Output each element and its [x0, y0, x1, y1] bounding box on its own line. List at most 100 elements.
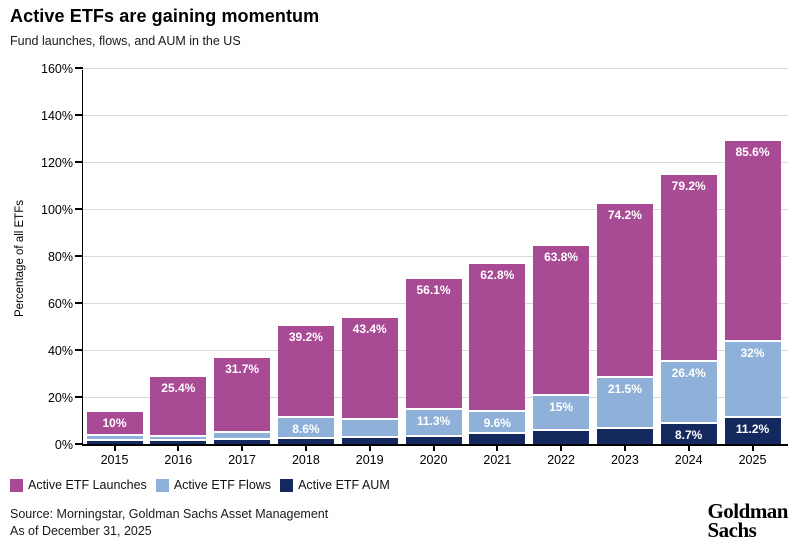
bar-label-active-etf-aum-2025: 11.2%	[735, 421, 770, 436]
bar-segment-active-etf-aum-2018	[277, 438, 334, 444]
y-tick-label-40: 40%	[47, 344, 73, 358]
x-axis-label-2020: 2020	[419, 453, 448, 467]
bar-label-active-etf-launches-2022: 63.8%	[544, 249, 579, 264]
legend: Active ETF Launches Active ETF Flows Activ…	[10, 478, 390, 492]
bar-segment-active-etf-launches-2018: 39.2%	[277, 326, 334, 419]
source-note: Source: Morningstar, Goldman Sachs Asset…	[10, 506, 328, 540]
y-tick-60	[75, 302, 83, 304]
bar-segment-active-etf-launches-2019: 43.4%	[341, 317, 398, 420]
bar-group-2019: 43.4%	[341, 317, 398, 444]
y-tick-160	[75, 67, 83, 69]
gridline-160	[83, 67, 788, 69]
x-axis-label-2022: 2022	[547, 453, 575, 467]
bar-label-active-etf-flows-2024: 26.4%	[671, 365, 706, 380]
bar-segment-active-etf-aum-2024: 8.7%	[660, 423, 717, 444]
x-tick-2021	[496, 446, 499, 451]
x-axis-label-2025: 2025	[738, 453, 767, 467]
x-axis-label-2015: 2015	[100, 453, 129, 467]
legend-label-active-etf-launches: Active ETF Launches	[28, 478, 147, 492]
x-axis-label-2021: 2021	[483, 453, 512, 467]
bar-segment-active-etf-aum-2025: 11.2%	[724, 417, 781, 444]
x-axis-label-2018: 2018	[291, 453, 320, 467]
x-axis-label-2017: 2017	[228, 453, 256, 467]
legend-swatch-active-etf-launches	[10, 478, 23, 492]
bar-label-active-etf-flows-2023: 21.5%	[607, 382, 642, 397]
bar-label-active-etf-flows-2025: 32%	[740, 346, 765, 361]
bar-group-2020: 56.1% 11.3%	[405, 278, 462, 444]
bar-segment-active-etf-flows-2024: 26.4%	[660, 361, 717, 424]
bar-label-active-etf-launches-2021: 62.8%	[480, 268, 515, 282]
bar-label-active-etf-launches-2017: 31.7%	[225, 362, 260, 377]
bar-label-active-etf-launches-2019: 43.4%	[352, 321, 387, 336]
y-tick-120	[75, 161, 83, 163]
bar-segment-active-etf-flows-2015	[86, 435, 143, 442]
bar-segment-active-etf-flows-2023: 21.5%	[596, 378, 653, 429]
bar-segment-active-etf-flows-2020: 11.3%	[405, 410, 462, 437]
bar-segment-active-etf-flows-2022: 15%	[533, 395, 590, 432]
bar-group-2021: 62.8% 9.6%	[469, 264, 526, 444]
legend-swatch-active-etf-flows	[155, 478, 169, 492]
logo-line-1: Goldman	[707, 499, 788, 523]
y-tick-label-80: 80%	[47, 250, 73, 264]
bar-segment-active-etf-flows-2018: 8.6%	[277, 418, 334, 439]
y-tick-label-140: 140%	[41, 109, 73, 123]
bar-segment-active-etf-launches-2025: 85.6%	[724, 141, 781, 343]
bar-label-active-etf-launches-2023: 74.2%	[607, 207, 642, 222]
bar-group-2025: 85.6% 32% 11.2%	[724, 141, 781, 444]
bar-segment-active-etf-launches-2023: 74.2%	[596, 203, 653, 379]
x-axis-label-2016: 2016	[164, 453, 193, 467]
gridline-140	[83, 114, 788, 116]
bar-segment-active-etf-launches-2020: 56.1%	[405, 278, 462, 411]
y-tick-label-120: 120%	[41, 156, 73, 170]
bar-segment-active-etf-launches-2022: 63.8%	[533, 245, 590, 396]
bar-label-active-etf-launches-2015: 10%	[102, 416, 127, 431]
bar-label-active-etf-launches-2025: 85.6%	[735, 145, 770, 160]
gridline-80	[83, 255, 788, 257]
bar-segment-active-etf-aum-2019	[341, 438, 398, 444]
legend-item-active-etf-launches: Active ETF Launches	[10, 478, 147, 492]
bar-group-2023: 74.2% 21.5%	[596, 203, 653, 444]
bar-label-active-etf-flows-2022: 15%	[549, 399, 574, 414]
x-axis-label-2024: 2024	[674, 453, 703, 467]
x-tick-2023	[623, 446, 626, 451]
bar-group-2018: 39.2% 8.6%	[277, 326, 334, 444]
y-tick-label-160: 160%	[41, 62, 73, 76]
bar-segment-active-etf-flows-2016	[150, 436, 207, 442]
chart-subtitle: Fund launches, flows, and AUM in the US	[10, 34, 241, 48]
bar-segment-active-etf-flows-2019	[341, 419, 398, 439]
bar-segment-active-etf-flows-2017	[214, 432, 271, 441]
x-tick-2016	[177, 446, 180, 451]
source-line-2: As of December 31, 2025	[10, 524, 152, 538]
x-axis-label-2019: 2019	[355, 453, 384, 467]
x-tick-2015	[113, 446, 116, 451]
bar-group-2016: 25.4%	[150, 377, 207, 444]
bar-segment-active-etf-aum-2016	[150, 441, 207, 444]
x-tick-2025	[751, 446, 754, 451]
bar-group-2015: 10%	[86, 412, 143, 444]
bar-label-active-etf-launches-2016: 25.4%	[161, 381, 196, 396]
y-tick-label-60: 60%	[47, 297, 73, 311]
x-axis-label-2023: 2023	[610, 453, 639, 467]
bar-segment-active-etf-aum-2021	[469, 434, 526, 444]
bar-label-active-etf-launches-2020: 56.1%	[416, 282, 451, 297]
bar-label-active-etf-launches-2024: 79.2%	[671, 179, 706, 194]
bar-segment-active-etf-launches-2015: 10%	[86, 412, 143, 436]
bar-segment-active-etf-aum-2017	[214, 440, 271, 444]
x-tick-2018	[304, 446, 307, 451]
chart-title: Active ETFs are gaining momentum	[10, 6, 320, 26]
bar-label-active-etf-launches-2018: 39.2%	[288, 330, 323, 345]
y-tick-20	[75, 396, 83, 398]
legend-label-active-etf-aum: Active ETF AUM	[298, 478, 390, 492]
x-tick-2020	[432, 446, 435, 451]
bar-segment-active-etf-aum-2023	[596, 428, 653, 444]
bar-segment-active-etf-flows-2021: 9.6%	[469, 411, 526, 435]
legend-item-active-etf-aum: Active ETF AUM	[280, 478, 390, 492]
bar-group-2017: 31.7%	[214, 358, 271, 444]
bar-label-active-etf-flows-2020: 11.3%	[416, 414, 451, 429]
y-tick-label-20: 20%	[47, 391, 73, 405]
bar-label-active-etf-flows-2018: 8.6%	[292, 422, 320, 437]
bar-segment-active-etf-launches-2024: 79.2%	[660, 175, 717, 362]
legend-swatch-active-etf-aum	[280, 478, 294, 492]
gridline-100	[83, 208, 788, 210]
